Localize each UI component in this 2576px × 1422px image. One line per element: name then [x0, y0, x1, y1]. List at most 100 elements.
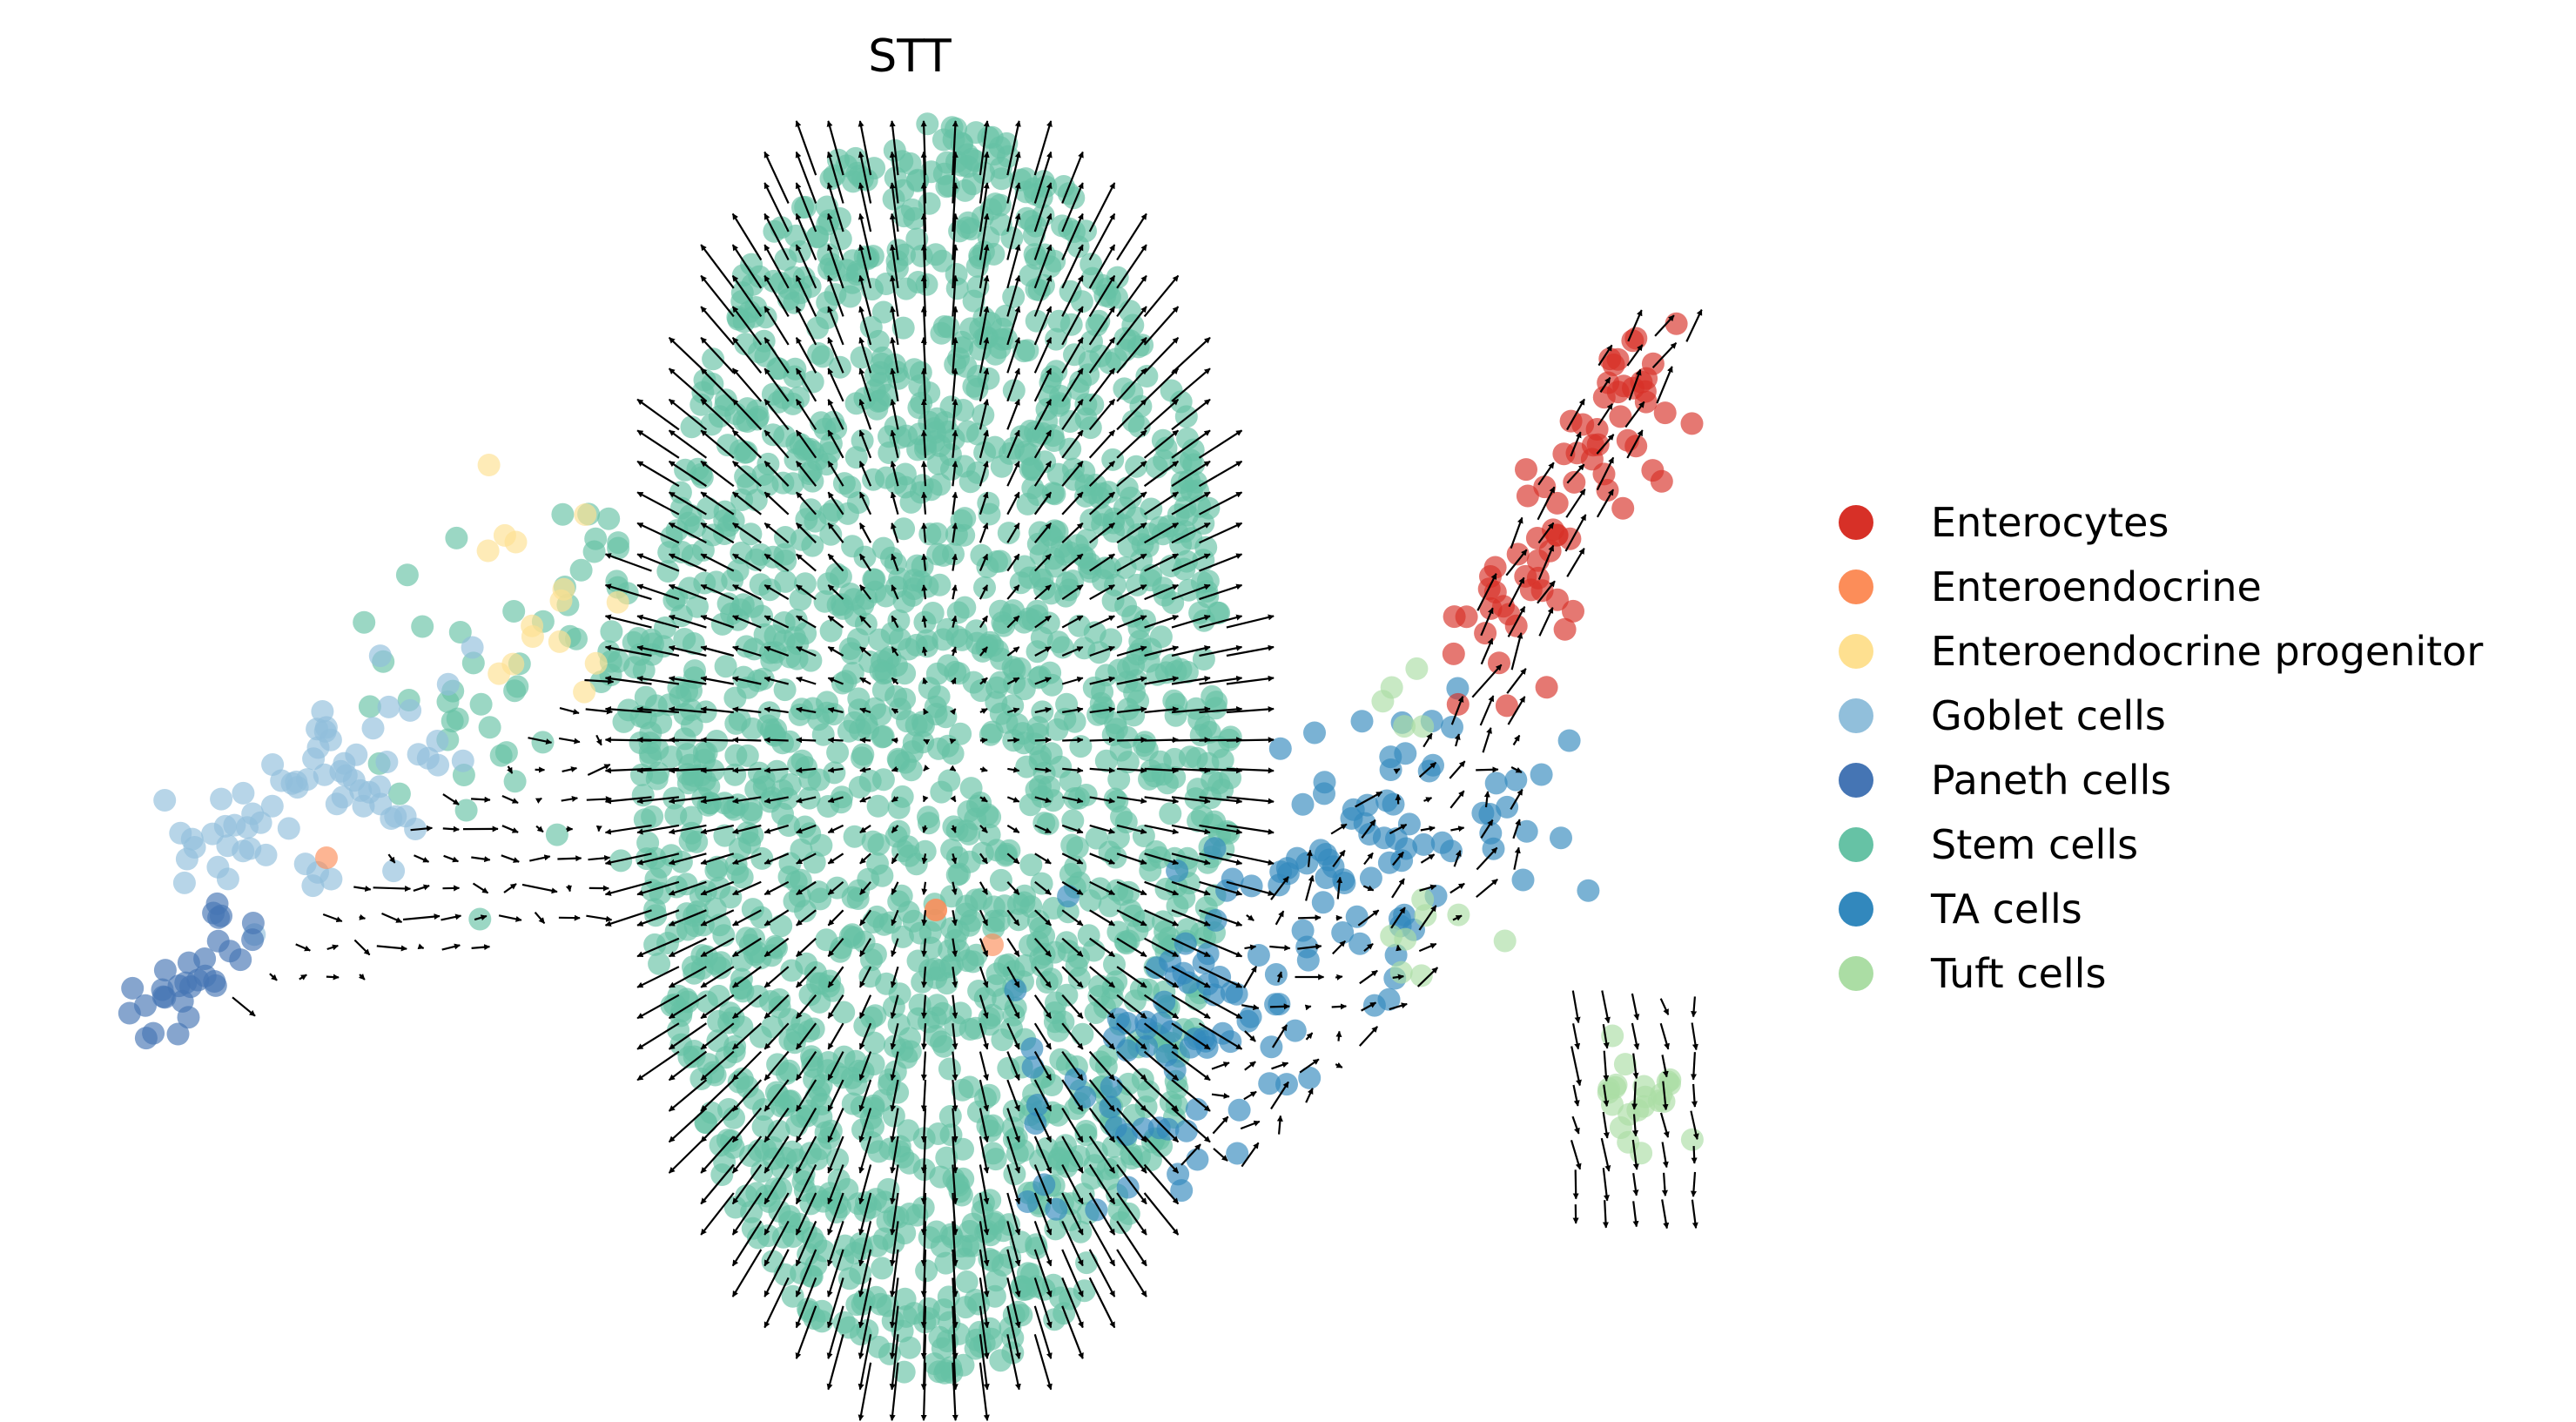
scatter-point — [167, 974, 191, 998]
scatter-point — [741, 595, 764, 618]
scatter-point — [395, 563, 419, 587]
velocity-arrow — [1212, 1115, 1229, 1135]
velocity-arrow — [1088, 1277, 1116, 1329]
scatter-point — [1179, 448, 1202, 472]
scatter-point — [743, 927, 766, 951]
scatter-point — [848, 776, 871, 799]
velocity-arrow — [1305, 1032, 1314, 1041]
velocity-arrow — [1034, 737, 1052, 744]
legend: Enterocytes Enteroendocrine Enteroendocrin… — [1839, 499, 2483, 997]
velocity-arrow — [763, 491, 790, 516]
scatter-point — [1019, 853, 1043, 877]
scatter-point — [1125, 506, 1148, 529]
scatter-point — [700, 1101, 723, 1124]
velocity-arrow — [636, 460, 680, 488]
scatter-point — [506, 675, 529, 698]
velocity-arrow — [1033, 1333, 1053, 1391]
scatter-point — [1154, 436, 1178, 460]
scatter-point — [894, 277, 918, 300]
velocity-arrow — [1685, 308, 1703, 342]
scatter-point — [241, 802, 265, 826]
scatter-point — [1298, 1066, 1322, 1089]
scatter-point — [1104, 1115, 1127, 1139]
scatter-point — [1058, 578, 1081, 602]
scatter-point — [574, 503, 597, 526]
legend-item: Enterocytes — [1839, 499, 2169, 546]
scatter-point — [761, 1015, 784, 1039]
scatter-point — [1139, 859, 1162, 882]
scatter-point — [1159, 802, 1182, 826]
scatter-point — [436, 672, 460, 696]
scatter-point — [774, 549, 797, 572]
velocity-arrow — [269, 973, 278, 981]
scatter-point — [1013, 884, 1036, 907]
scatter-point — [817, 209, 841, 233]
velocity-arrow — [1691, 1199, 1698, 1229]
plot-title: STT — [868, 30, 952, 83]
scatter-point — [315, 846, 338, 869]
scatter-point — [689, 462, 713, 486]
scatter-point — [723, 1041, 746, 1064]
scatter-point — [1102, 520, 1125, 543]
scatter-point — [748, 340, 771, 364]
velocity-arrow — [979, 1362, 990, 1421]
scatter-point — [1653, 401, 1677, 425]
scatter-point — [860, 278, 884, 301]
scatter-point — [1493, 929, 1517, 953]
velocity-arrow — [1571, 990, 1581, 1024]
scatter-point — [1137, 1080, 1160, 1103]
scatter-point — [892, 1360, 916, 1384]
scatter-point — [730, 542, 753, 564]
scatter-point — [869, 1292, 892, 1316]
scatter-point — [945, 863, 969, 886]
scatter-point — [979, 723, 1002, 746]
scatter-point — [634, 685, 657, 709]
legend-item: Goblet cells — [1839, 692, 2166, 739]
scatter-point — [931, 249, 954, 273]
scatter-point — [1067, 967, 1091, 990]
velocity-arrow — [700, 737, 734, 744]
velocity-arrow — [529, 854, 551, 862]
scatter-point — [680, 821, 703, 845]
scatter-point — [882, 1104, 905, 1128]
velocity-arrow — [1271, 1061, 1289, 1070]
velocity-arrow — [1631, 993, 1640, 1021]
scatter-point — [1046, 718, 1069, 741]
scatter-point — [789, 588, 812, 611]
scatter-point — [1079, 253, 1103, 276]
velocity-arrow — [1244, 1061, 1256, 1071]
velocity-arrow — [1088, 182, 1116, 233]
scatter-point — [1039, 661, 1062, 684]
scatter-point — [1094, 749, 1118, 772]
scatter-point — [898, 152, 922, 175]
scatter-point — [957, 1234, 980, 1257]
scatter-point — [548, 630, 571, 653]
velocity-arrow — [979, 1051, 989, 1082]
scatter-point — [503, 770, 527, 793]
legend-item: Tuft cells — [1839, 950, 2106, 997]
scatter-point — [971, 841, 994, 865]
scatter-point — [1021, 458, 1045, 482]
scatter-point — [860, 1131, 884, 1154]
scatter-point — [994, 844, 1018, 867]
scatter-point — [1557, 729, 1581, 752]
scatter-point — [841, 1092, 864, 1115]
scatter-point — [229, 948, 252, 972]
scatter-point — [887, 890, 911, 913]
scatter-point — [1091, 503, 1114, 527]
velocity-arrow — [1330, 823, 1348, 835]
scatter-point — [1049, 755, 1073, 778]
velocity-arrow — [951, 584, 958, 600]
scatter-point — [436, 690, 460, 713]
velocity-arrow — [586, 914, 613, 922]
scatter-point — [773, 1263, 797, 1286]
velocity-arrow — [979, 766, 988, 772]
scatter-point — [1442, 642, 1465, 665]
scatter-point — [1283, 1019, 1307, 1042]
scatter-point — [1115, 1039, 1139, 1062]
scatter-point — [1039, 371, 1062, 394]
scatter-point — [1059, 863, 1082, 886]
scatter-point — [707, 1009, 730, 1033]
velocity-arrow — [1513, 846, 1521, 870]
scatter-point — [1535, 676, 1558, 699]
